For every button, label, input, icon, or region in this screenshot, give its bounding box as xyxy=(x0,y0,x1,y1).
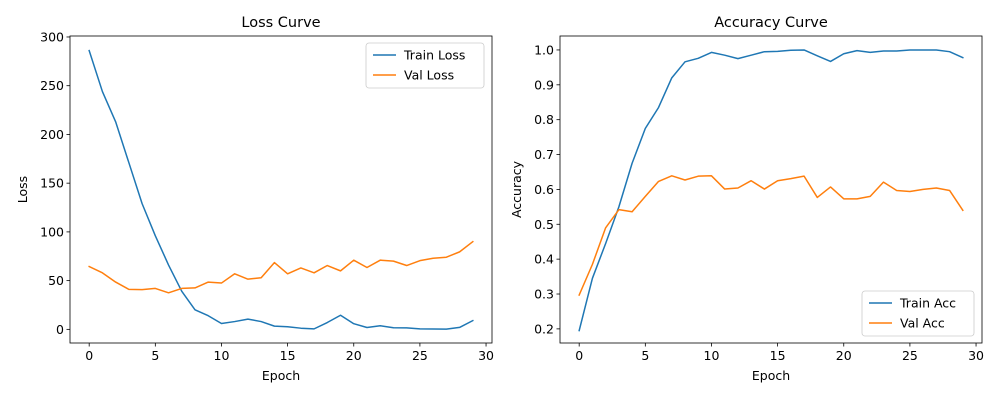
y-tick-label: 1.0 xyxy=(534,42,554,57)
y-axis-label: Accuracy xyxy=(509,160,524,218)
series-line-val-acc xyxy=(578,175,964,297)
y-tick-label: 0.8 xyxy=(534,112,554,127)
x-axis-label: Epoch xyxy=(752,368,790,383)
x-tick-label: 10 xyxy=(704,348,720,363)
x-tick-label: 15 xyxy=(280,348,296,363)
chart-panel-accuracy: 0 5 10 15 20 25 30 0.2 0.3 0.4 0.5 0.6 0.7 0.8 0.9 1.0 A… xyxy=(509,15,984,383)
x-tick-label: 5 xyxy=(641,348,649,363)
y-tick-label: 0.7 xyxy=(534,147,554,162)
x-tick-label: 10 xyxy=(214,348,230,363)
y-tick-label: 200 xyxy=(40,127,64,142)
legend-label: Val Loss xyxy=(404,68,454,83)
x-tick-label: 15 xyxy=(770,348,786,363)
x-tick-label: 25 xyxy=(902,348,918,363)
x-tick-label: 30 xyxy=(968,348,984,363)
x-tick-label: 0 xyxy=(85,348,93,363)
y-axis-label: Loss xyxy=(15,176,30,203)
y-tick-label: 50 xyxy=(48,273,64,288)
y-tick-label: 100 xyxy=(40,224,64,239)
y-tick-label: 150 xyxy=(40,176,64,191)
y-tick-label: 0.5 xyxy=(534,217,554,232)
x-tick-label: 5 xyxy=(151,348,159,363)
series-line-train-acc xyxy=(578,49,964,332)
legend-label: Val Acc xyxy=(900,316,945,331)
y-tick-label: 0 xyxy=(56,322,64,337)
chart-title: Accuracy Curve xyxy=(714,15,828,31)
y-tick-label: 0.9 xyxy=(534,77,554,92)
legend-label: Train Loss xyxy=(403,48,465,63)
x-tick-label: 20 xyxy=(346,348,362,363)
y-tick-label: 250 xyxy=(40,78,64,93)
legend: Train Acc Val Acc xyxy=(861,290,975,337)
y-tick-label: 0.4 xyxy=(534,252,554,267)
y-tick-label: 0.6 xyxy=(534,182,554,197)
y-tick-label: 300 xyxy=(40,29,64,44)
y-tick-label: 0.3 xyxy=(534,287,554,302)
legend-label: Train Acc xyxy=(899,296,956,311)
series-line-train-loss xyxy=(88,49,474,330)
x-tick-label: 20 xyxy=(836,348,852,363)
x-axis-label: Epoch xyxy=(262,368,300,383)
legend: Train Loss Val Loss xyxy=(365,42,485,89)
plot-frame xyxy=(69,35,493,344)
y-tick-label: 0.2 xyxy=(534,321,554,336)
x-tick-label: 30 xyxy=(478,348,494,363)
x-tick-label: 25 xyxy=(412,348,428,363)
chart-title: Loss Curve xyxy=(241,15,320,31)
x-tick-label: 0 xyxy=(575,348,583,363)
series-line-val-loss xyxy=(88,240,474,294)
